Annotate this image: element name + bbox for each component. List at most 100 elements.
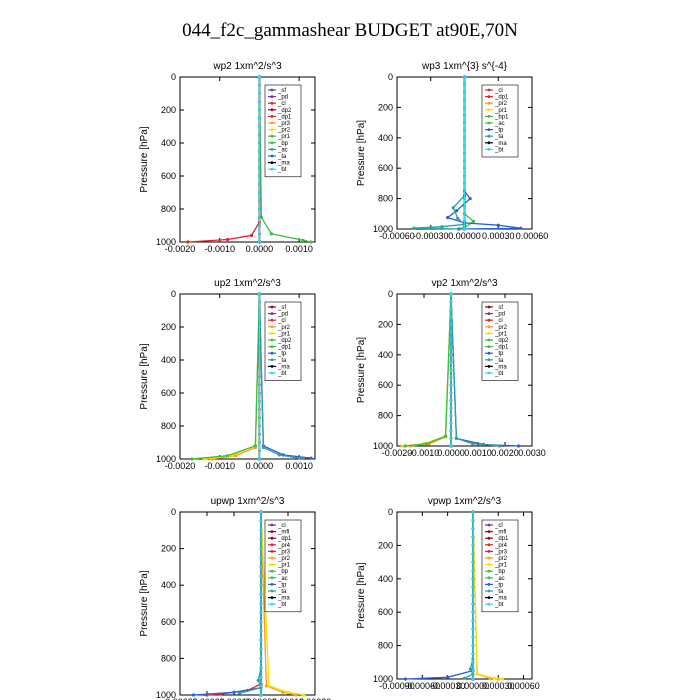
y-tick-label: 1000: [373, 224, 393, 234]
profile-marker: [258, 133, 261, 137]
profile-marker: [259, 684, 263, 688]
profile-marker: [258, 399, 261, 403]
legend: _sf_pd_cl_pr2_pr1_dp2_dp1_tp_ta_ma_bt: [481, 301, 519, 381]
data-point: [475, 672, 479, 676]
legend-entry: _sf: [277, 88, 286, 94]
profile-marker: [463, 98, 466, 102]
legend-entry: _pr4: [277, 543, 291, 549]
legend-entry: _dp2: [277, 108, 292, 114]
legend-marker: [270, 583, 274, 586]
profile-marker: [449, 391, 453, 395]
profile-marker: [471, 535, 475, 539]
y-tick-label: 400: [378, 350, 393, 360]
profile-marker: [471, 560, 475, 564]
data-point: [425, 442, 429, 446]
profile-marker: [259, 529, 263, 532]
profile-marker: [259, 556, 263, 560]
legend-marker: [270, 365, 274, 368]
legend-entry: _cl: [277, 318, 286, 324]
profile-marker: [259, 693, 263, 697]
x-tick-label: 0.0010: [285, 461, 313, 471]
legend-entry: _ac: [494, 121, 505, 127]
legend-entry: _tp: [277, 582, 287, 588]
x-tick-label: -0.00030: [430, 681, 466, 691]
x-tick-label: -0.0010: [409, 448, 440, 458]
legend-marker: [487, 530, 491, 533]
legend-entry: _tp: [494, 582, 504, 588]
data-point: [249, 233, 254, 237]
series-line-ta: [450, 293, 500, 447]
data-point: [267, 684, 271, 688]
profile-marker: [258, 441, 261, 444]
legend-marker: [487, 305, 491, 309]
series-line-ta: [258, 293, 300, 459]
legend-marker: [487, 536, 491, 540]
x-tick-label: 0.0000: [246, 244, 274, 254]
legend-entry: _cl: [494, 318, 503, 324]
y-tick-label: 1000: [156, 237, 176, 247]
legend-marker: [270, 523, 274, 527]
profile-marker: [258, 342, 261, 345]
data-point: [500, 677, 505, 681]
legend-box: [481, 301, 519, 381]
legend-entry: _ma: [494, 596, 507, 602]
x-tick-label: -0.0010: [204, 461, 235, 471]
profile-marker: [471, 619, 475, 622]
x-tick-label: 0.00030: [482, 681, 515, 691]
legend-entry: _ta: [277, 589, 287, 595]
x-tick-label: 0.00010: [272, 697, 305, 700]
data-point: [403, 444, 407, 448]
x-tick-label: 0.00060: [507, 681, 540, 691]
legend-marker: [270, 121, 274, 125]
profile-marker: [259, 657, 263, 660]
legend-marker: [487, 101, 491, 105]
legend-marker: [270, 536, 274, 540]
profile-marker: [258, 141, 261, 145]
legend-marker: [270, 332, 274, 335]
profile-marker: [258, 300, 261, 304]
profile-marker: [258, 215, 261, 219]
legend-entry: _cl: [277, 523, 286, 529]
profile-marker: [449, 361, 453, 364]
data-point: [253, 444, 258, 448]
y-tick-label: 600: [378, 163, 393, 173]
profile-marker: [258, 207, 261, 211]
legend: _cl_dp1_pr2_pr1_bp1_ac_tp_ta_ma_bt: [481, 84, 519, 158]
data-point: [444, 434, 448, 438]
data-point: [237, 691, 241, 695]
legend-entry: _ma: [277, 596, 290, 602]
profile-marker: [449, 429, 453, 433]
profile-marker: [258, 100, 261, 104]
profile-marker: [463, 75, 466, 79]
profile-marker: [449, 444, 453, 448]
legend-marker: [487, 543, 491, 547]
x-tick-label: -0.00030: [413, 231, 449, 241]
y-axis-label: Pressure [hPa]: [139, 343, 150, 409]
profile-marker: [259, 574, 263, 578]
series-line-pr1: [402, 293, 452, 447]
panel-title: vp2 1xm^2/s^3: [431, 278, 498, 289]
data-point: [232, 690, 236, 694]
profile-marker: [259, 583, 263, 587]
profile-marker: [259, 538, 263, 541]
series-line-pr2: [260, 511, 297, 696]
legend: _sf_pd_cl_dp2_dp1_pr3_pr2_pr1_bp_ac_ta_m…: [264, 84, 302, 178]
profile-marker: [258, 191, 261, 194]
legend-marker: [487, 550, 491, 553]
profile-marker: [258, 166, 261, 170]
profile-marker: [463, 90, 466, 94]
legend: _sf_pd_cl_pr2_pr1_dp2_dp1_tp_ta_ma_bt: [264, 301, 302, 381]
profile-marker: [449, 300, 453, 303]
y-tick-label: 0: [171, 289, 176, 299]
legend-entry: _cl: [494, 88, 503, 94]
profile-marker: [258, 432, 261, 436]
legend-marker: [487, 358, 491, 362]
legend-entry: _ma: [494, 364, 507, 370]
legend-entry: _pr4: [494, 543, 508, 549]
legend-marker: [487, 569, 491, 573]
legend-marker: [487, 576, 491, 580]
profile-marker: [463, 159, 466, 162]
legend-marker: [487, 345, 491, 348]
legend-box: [264, 84, 302, 178]
legend-entry: _tp: [277, 351, 287, 357]
